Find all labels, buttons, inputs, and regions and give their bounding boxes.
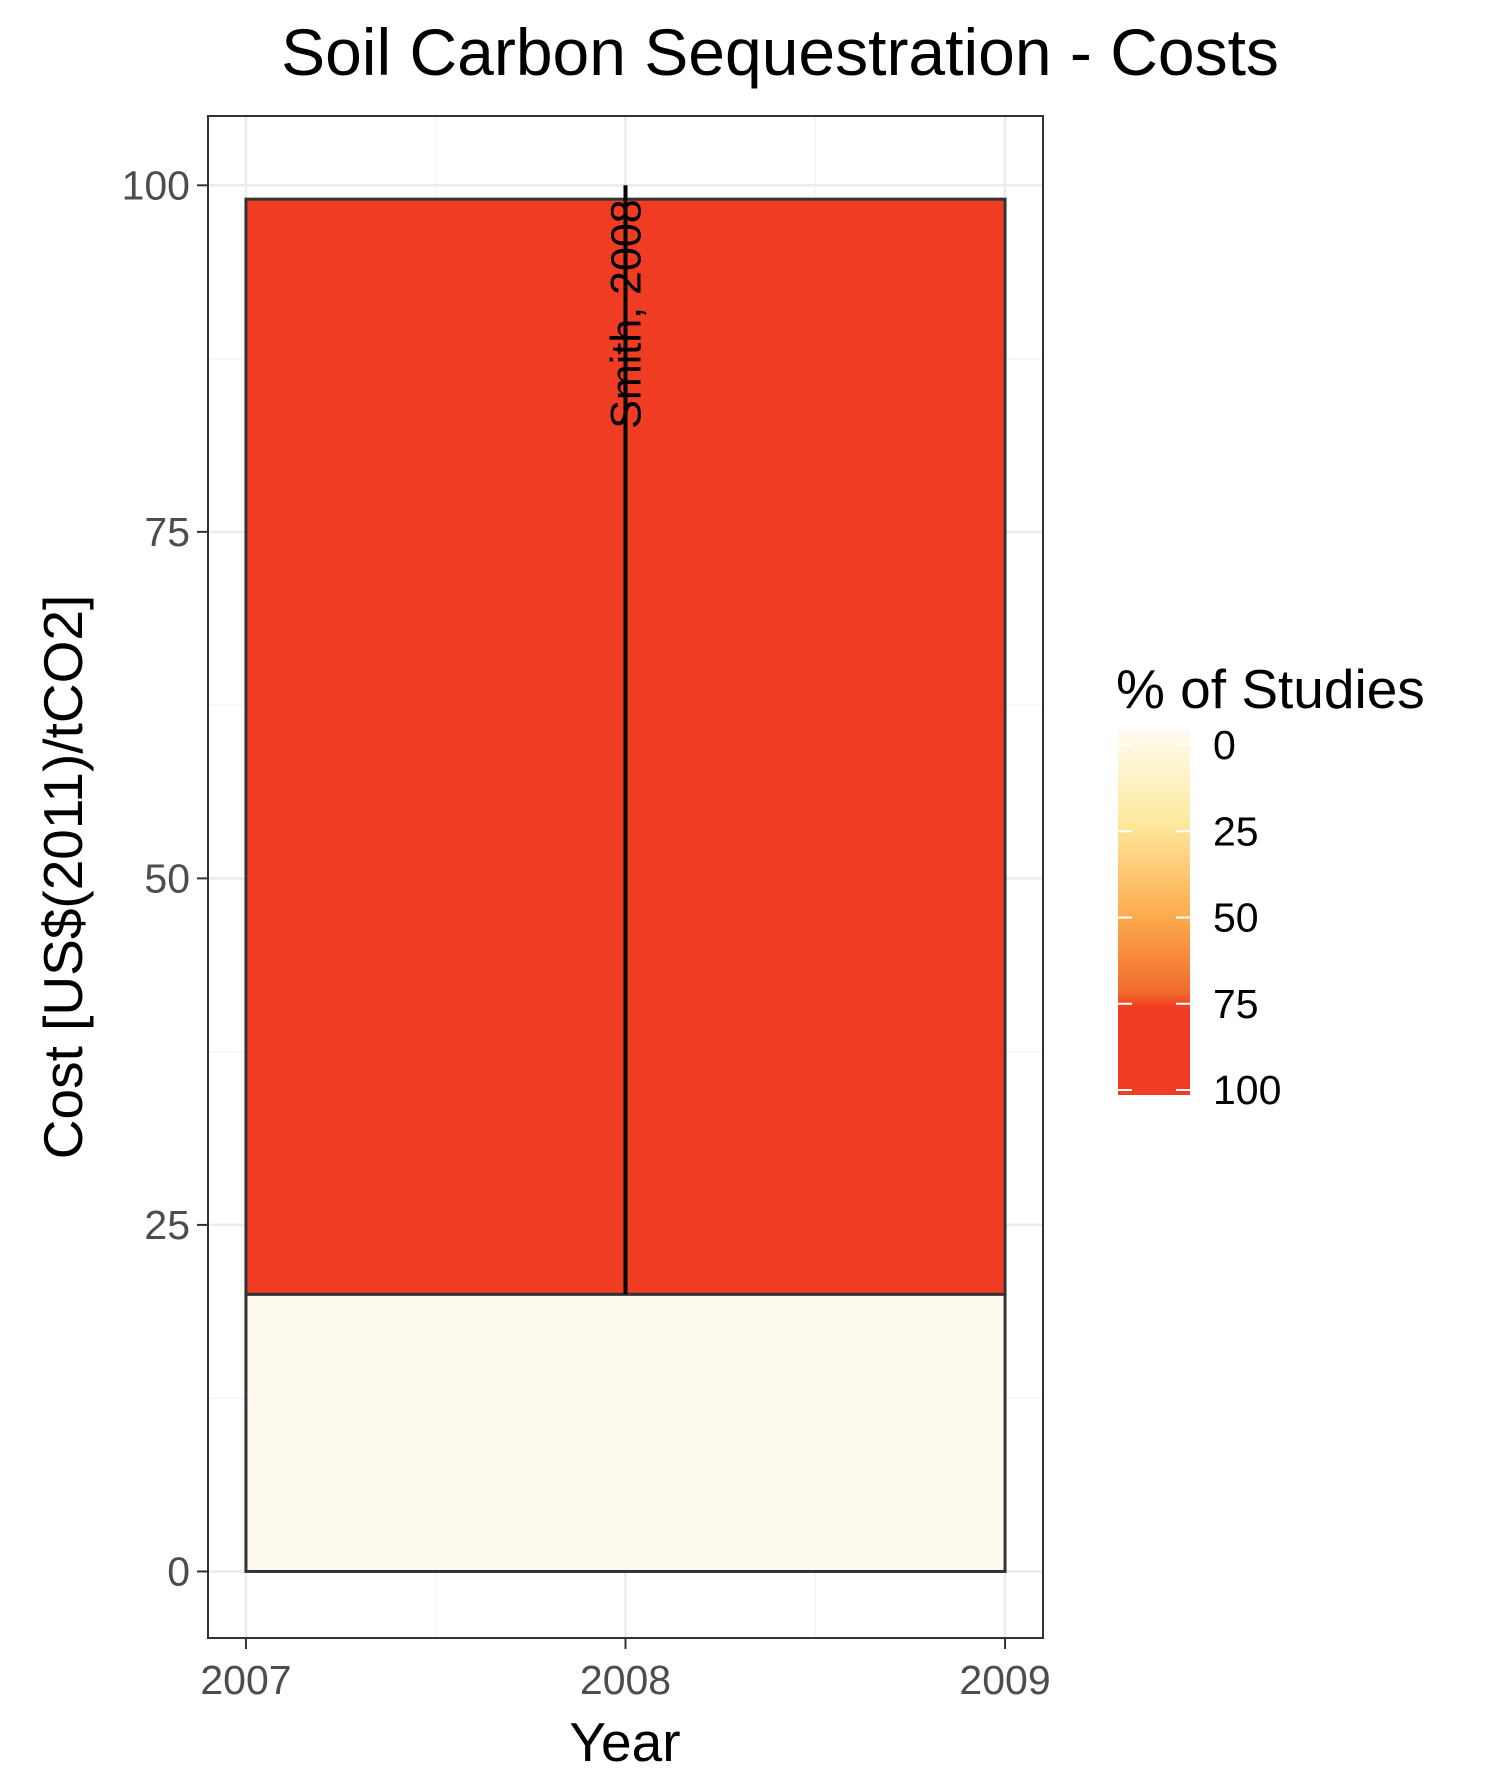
legend: % of Studies 0 25 50 75 100: [1116, 658, 1425, 1113]
chart-title: Soil Carbon Sequestration - Costs: [281, 15, 1279, 89]
study-label: Smith, 2008: [603, 199, 651, 428]
x-tick-label: 2008: [580, 1657, 671, 1703]
study-ranges: Smith, 2008: [603, 185, 651, 1295]
y-axis: 0 25 50 75 100: [122, 162, 208, 1594]
legend-label: 50: [1213, 895, 1259, 941]
legend-label: 75: [1213, 981, 1259, 1027]
y-axis-title: Cost [US$(2011)/tCO2]: [32, 595, 94, 1159]
y-tick-label: 0: [167, 1548, 190, 1594]
y-tick-label: 75: [144, 509, 190, 555]
x-tick-label: 2009: [959, 1657, 1050, 1703]
legend-label: 0: [1213, 722, 1236, 768]
legend-colorbar: [1118, 730, 1190, 1095]
legend-label: 100: [1213, 1067, 1281, 1113]
y-tick-label: 100: [122, 162, 190, 208]
legend-title: % of Studies: [1116, 658, 1425, 720]
x-axis-title: Year: [569, 1711, 680, 1773]
y-tick-label: 25: [144, 1202, 190, 1248]
legend-ticks: 0 25 50 75 100: [1118, 722, 1281, 1113]
y-tick-label: 50: [144, 855, 190, 901]
legend-label: 25: [1213, 808, 1259, 854]
heatmap-tile: [244, 1292, 1007, 1573]
x-tick-label: 2007: [200, 1657, 291, 1703]
x-axis: 2007 2008 2009: [200, 1638, 1051, 1703]
